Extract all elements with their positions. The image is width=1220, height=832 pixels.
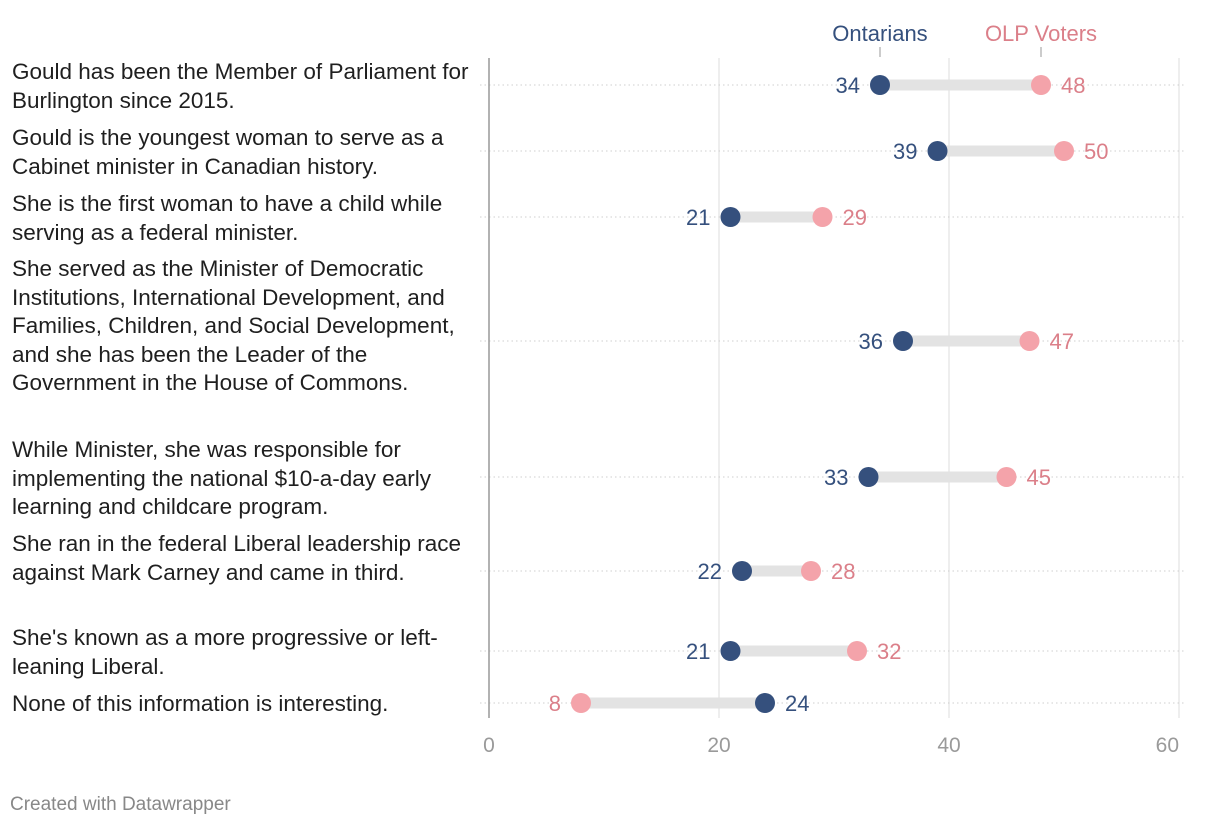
ontarians-dot-1 [927, 141, 948, 161]
olp-voters-dot-0 [1031, 75, 1051, 95]
ontarians-value-label-7: 24 [785, 691, 809, 716]
ontarians-value-label-4: 33 [824, 465, 848, 490]
ontarians-value-label-3: 36 [859, 329, 883, 354]
olp-voters-dot-4 [996, 467, 1017, 487]
olp-voters-dot-3 [1019, 331, 1040, 351]
row-label-6: She's known as a more progressive or lef… [12, 625, 438, 679]
x-tick-label-1: 20 [707, 734, 730, 757]
row-label-1: Gould is the youngest woman to serve as … [12, 125, 444, 179]
ontarians-dot-3 [893, 331, 913, 351]
ontarians-dot-0 [870, 75, 890, 95]
ontarians-value-label-0: 34 [836, 73, 860, 98]
row-label-4: While Minister, she was responsible for … [12, 437, 431, 519]
ontarians-dot-5 [732, 561, 752, 581]
olp-voters-value-label-6: 32 [877, 639, 901, 664]
olp-voters-dot-1 [1054, 141, 1074, 161]
olp-voters-value-label-5: 28 [831, 559, 855, 584]
ontarians-value-label-5: 22 [698, 559, 722, 584]
x-tick-label-0: 0 [483, 734, 495, 757]
olp-voters-dot-2 [812, 207, 833, 227]
olp-voters-value-label-0: 48 [1061, 73, 1085, 98]
ontarians-dot-4 [858, 467, 879, 487]
ontarians-dot-6 [720, 641, 741, 661]
olp-voters-value-label-2: 29 [843, 205, 867, 230]
row-label-2: She is the first woman to have a child w… [12, 191, 443, 245]
row-label-5: She ran in the federal Liberal leadershi… [12, 531, 462, 585]
x-tick-label-3: 60 [1156, 734, 1179, 757]
olp-voters-value-label-4: 45 [1027, 465, 1051, 490]
footer-credit: Created with Datawrapper [10, 794, 231, 815]
olp-voters-value-label-1: 50 [1084, 139, 1108, 164]
legend-label-1: OLP Voters [985, 21, 1097, 46]
ontarians-value-label-2: 21 [686, 205, 710, 230]
ontarians-value-label-6: 21 [686, 639, 710, 664]
ontarians-dot-7 [755, 693, 775, 713]
olp-voters-dot-5 [801, 561, 821, 581]
olp-voters-dot-7 [571, 693, 591, 713]
row-label-0: Gould has been the Member of Parliament … [12, 59, 469, 113]
legend-label-0: Ontarians [832, 21, 927, 46]
row-label-7: None of this information is interesting. [12, 691, 389, 716]
ontarians-value-label-1: 39 [893, 139, 917, 164]
row-label-3: She served as the Minister of Democratic… [12, 256, 455, 395]
x-tick-label-2: 40 [937, 734, 960, 757]
olp-voters-dot-6 [847, 641, 867, 661]
olp-voters-value-label-7: 8 [549, 691, 561, 716]
ontarians-dot-2 [720, 207, 741, 227]
olp-voters-value-label-3: 47 [1050, 329, 1074, 354]
